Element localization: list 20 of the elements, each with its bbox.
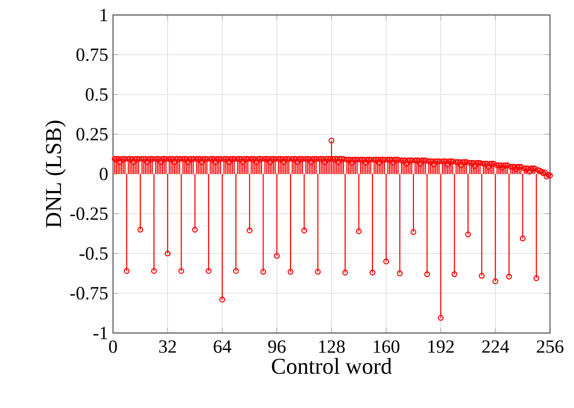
x-tick-label: 192 [428,340,454,353]
y-tick-label: 0.75 [76,48,108,62]
x-tick-label: 256 [536,340,564,353]
y-tick-label: -1 [94,326,108,340]
y-tick-label: 0 [100,168,108,180]
x-tick-label: 32 [159,340,176,353]
x-tick-label: 96 [268,340,286,353]
y-tick-label: 0.5 [86,88,108,101]
y-tick-label: 1 [100,8,108,22]
x-tick-label: 64 [214,340,232,353]
x-tick-label: 128 [319,340,345,353]
x-axis-title: Control word [272,358,392,374]
y-tick-label: -0.25 [70,207,108,220]
y-axis-title: DNL (LSB) [45,120,66,228]
x-tick-label: 160 [374,340,400,353]
y-tick-label: -0.5 [80,247,108,260]
x-tick-label: 0 [109,340,117,353]
x-tick-label: 224 [482,340,510,353]
y-tick-label: -0.75 [70,286,108,300]
y-tick-label: 0.25 [76,128,108,141]
